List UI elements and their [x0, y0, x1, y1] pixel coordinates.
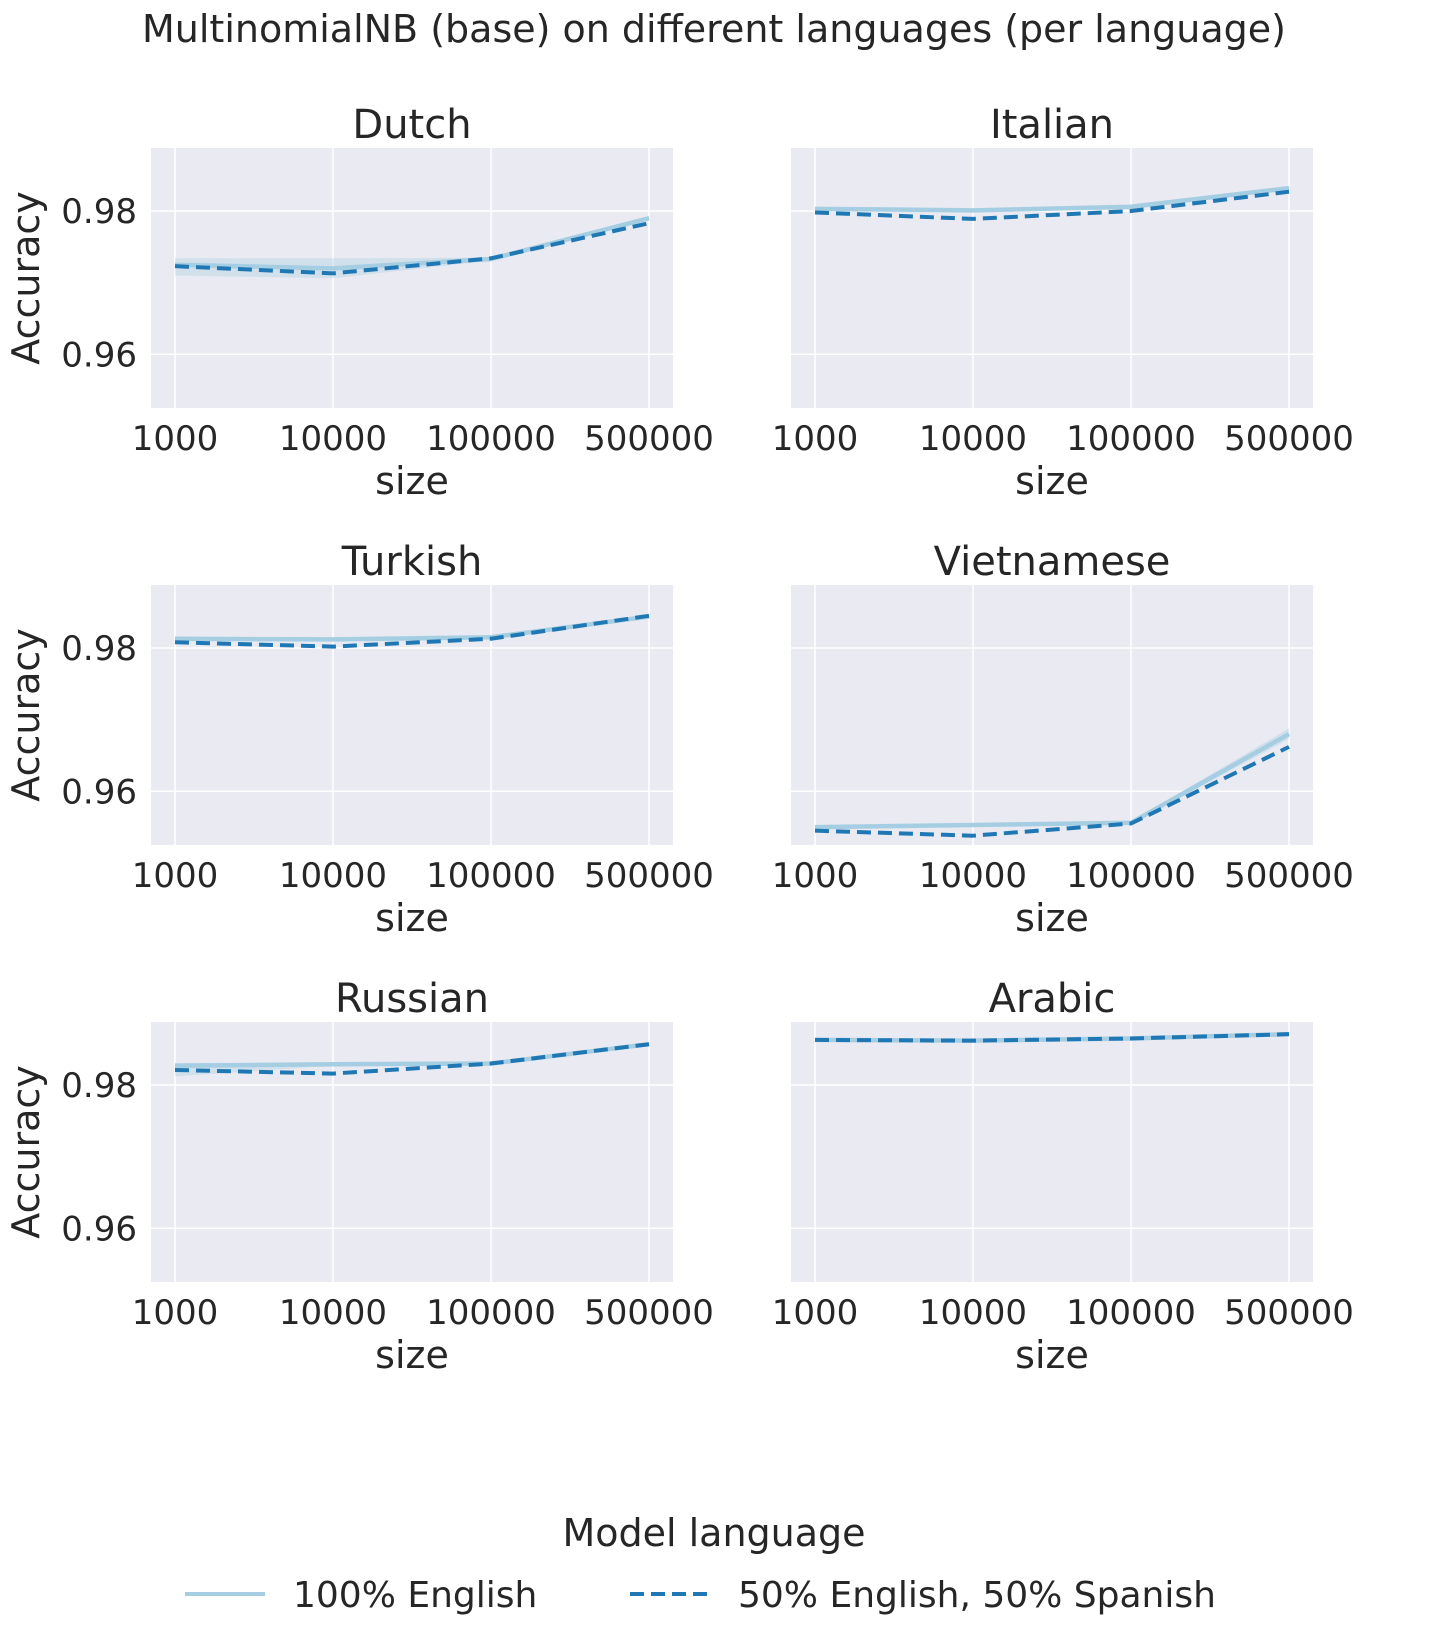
x-tick-label: 10000: [279, 419, 387, 459]
subplot-title: Turkish: [341, 539, 483, 585]
plot-area: [151, 585, 673, 845]
series-line-50-english-50-spanish: [174, 221, 650, 276]
plot-area: [791, 1022, 1313, 1282]
x-tick-label: 500000: [1224, 1293, 1354, 1333]
x-tick-label: 100000: [426, 856, 556, 896]
y-tick-label: 0.96: [61, 1209, 137, 1249]
x-tick-label: 10000: [919, 419, 1027, 459]
x-axis-label: size: [1015, 459, 1089, 503]
plot-area: [791, 585, 1313, 845]
y-tick-label: 0.98: [61, 192, 137, 232]
x-tick-label: 100000: [426, 419, 556, 459]
x-tick-label: 500000: [584, 856, 714, 896]
x-tick-label: 500000: [584, 1293, 714, 1333]
series-line-50-english-50-spanish: [814, 189, 1290, 221]
subplot-arabic: 1000 10000 100000 500000 Arabic size: [772, 976, 1354, 1377]
subplot-dutch: 0.96 0.98 1000 10000 100000 500000 Dutch size Ac…: [4, 102, 714, 503]
confidence-band-100-english: [175, 1042, 649, 1077]
series-line-100-english: [814, 185, 1290, 213]
x-tick-label: 500000: [1224, 419, 1354, 459]
figure-title: MultinomialNB (base) on different langua…: [142, 7, 1286, 51]
y-tick-label: 0.96: [61, 335, 137, 375]
subplot-vietnamese: 1000 10000 100000 500000 Vietnamese size: [772, 539, 1354, 940]
subplot-title: Russian: [335, 976, 489, 1022]
y-axis-label: Accuracy: [4, 191, 48, 365]
y-axis-label: Accuracy: [4, 628, 48, 802]
x-axis-label: size: [1015, 1333, 1089, 1377]
legend: Model language 100% English 50% English,…: [185, 1511, 1216, 1616]
x-tick-label: 10000: [919, 856, 1027, 896]
plot-area: [151, 1022, 673, 1282]
x-tick-label: 10000: [279, 1293, 387, 1333]
x-tick-label: 1000: [772, 419, 859, 459]
x-tick-label: 1000: [772, 1293, 859, 1333]
series-line-50-english-50-spanish: [814, 745, 1290, 838]
x-tick-label: 100000: [1066, 1293, 1196, 1333]
x-axis-label: size: [375, 896, 449, 940]
x-axis-label: size: [1015, 896, 1089, 940]
legend-title: Model language: [562, 1511, 865, 1555]
series-line-50-english-50-spanish: [174, 613, 650, 649]
subplot-title: Arabic: [989, 976, 1116, 1022]
x-tick-label: 10000: [919, 1293, 1027, 1333]
legend-label-50-english-50-spanish: 50% English, 50% Spanish: [738, 1575, 1216, 1616]
series-line-100-english: [174, 614, 650, 642]
y-tick-label: 0.98: [61, 1066, 137, 1106]
series-line-100-english: [814, 732, 1291, 830]
x-tick-label: 500000: [1224, 856, 1354, 896]
x-tick-label: 1000: [132, 1293, 219, 1333]
subplot-turkish: 0.96 0.98 1000 10000 100000 500000 Turkish size…: [4, 539, 714, 940]
subplot-title: Vietnamese: [934, 539, 1171, 585]
x-tick-label: 100000: [1066, 856, 1196, 896]
x-axis-label: size: [375, 1333, 449, 1377]
subplot-russian: 0.96 0.98 1000 10000 100000 500000 Russian size…: [4, 976, 714, 1377]
series-line-50-english-50-spanish: [174, 1042, 650, 1076]
plot-area: [151, 148, 673, 408]
legend-label-100-english: 100% English: [293, 1575, 537, 1616]
y-tick-label: 0.98: [61, 629, 137, 669]
subplot-grid: 0.96 0.98 1000 10000 100000 500000 Dutch size Ac…: [4, 102, 1354, 1377]
x-tick-label: 1000: [132, 419, 219, 459]
x-axis-label: size: [375, 459, 449, 503]
x-tick-label: 1000: [772, 856, 859, 896]
x-tick-label: 100000: [426, 1293, 556, 1333]
subplot-title: Dutch: [352, 102, 471, 148]
y-tick-label: 0.96: [61, 772, 137, 812]
x-tick-label: 10000: [279, 856, 387, 896]
y-axis-label: Accuracy: [4, 1065, 48, 1239]
plot-area: [791, 148, 1313, 408]
series-line-100-english: [174, 1041, 650, 1068]
series-line-100-english: [174, 216, 650, 271]
confidence-band-100-english: [175, 216, 649, 279]
x-tick-label: 1000: [132, 856, 219, 896]
subplot-italian: 1000 10000 100000 500000 Italian size: [772, 102, 1354, 503]
x-tick-label: 100000: [1066, 419, 1196, 459]
series-line-50-english-50-spanish: [814, 1032, 1290, 1043]
x-tick-label: 500000: [584, 419, 714, 459]
subplot-title: Italian: [990, 102, 1114, 148]
